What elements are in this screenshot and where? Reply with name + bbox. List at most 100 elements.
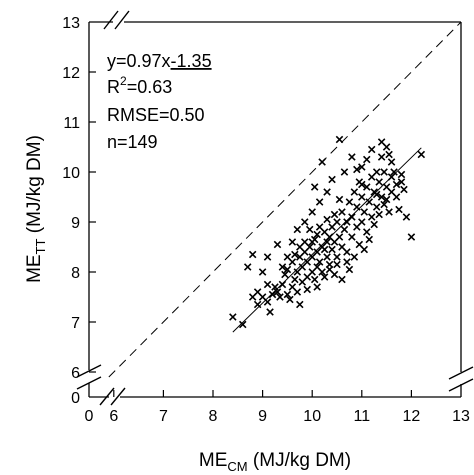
equation-intercept: -1.35 <box>171 51 212 71</box>
data-point <box>291 275 299 284</box>
axis-break-marks <box>76 10 474 406</box>
data-point <box>385 150 393 159</box>
equation-prefix: y=0.97x <box>107 51 171 71</box>
y-tick-label: 0 <box>71 390 80 407</box>
data-point <box>367 145 376 154</box>
data-points <box>229 135 426 329</box>
data-point <box>375 210 383 219</box>
data-point <box>360 208 369 216</box>
x-tick-label: 12 <box>403 408 421 425</box>
data-point <box>372 203 381 211</box>
x-tick-label: 9 <box>258 408 267 425</box>
x-tick-label: 13 <box>452 408 470 425</box>
data-point <box>273 288 282 296</box>
data-point <box>293 288 302 296</box>
data-point <box>338 275 346 284</box>
data-point <box>362 183 371 191</box>
data-point <box>353 203 361 211</box>
n-annotation: n=149 <box>107 132 158 152</box>
data-point <box>310 275 319 284</box>
data-point <box>263 253 272 261</box>
data-point <box>345 198 354 206</box>
break-mark-top-2 <box>114 10 130 30</box>
y-tick-label: 10 <box>62 165 80 182</box>
data-point <box>335 233 344 241</box>
data-point <box>387 188 396 196</box>
data-point <box>372 190 381 199</box>
data-point <box>310 183 319 191</box>
data-point <box>340 225 349 234</box>
break-mark-right-1 <box>448 366 474 380</box>
y-tick-label: 13 <box>62 15 80 32</box>
x-tick-label: 0 <box>85 408 94 425</box>
data-point <box>407 233 416 241</box>
x-tick-label: 8 <box>209 408 218 425</box>
data-point <box>333 260 341 269</box>
break-mark-left-1 <box>76 364 102 378</box>
data-point <box>417 150 426 159</box>
data-point <box>320 245 329 254</box>
x-axis-ticks: 0 6 7 8 9 10 11 12 13 <box>85 390 470 425</box>
data-point <box>372 168 381 176</box>
data-point <box>286 295 294 304</box>
data-point <box>390 168 398 176</box>
x-tick-label: 7 <box>159 408 168 425</box>
data-point <box>278 263 287 271</box>
data-point <box>310 235 319 244</box>
data-point <box>325 233 334 241</box>
r2-prefix: R <box>107 77 120 97</box>
data-point <box>338 208 346 216</box>
y-axis-title-sub: TT <box>33 238 48 254</box>
rmse-annotation: RMSE=0.50 <box>107 105 205 125</box>
x-tick-label: 10 <box>303 408 321 425</box>
data-point <box>315 223 324 231</box>
break-mark-bottom-1 <box>99 387 115 406</box>
data-point <box>375 178 383 186</box>
data-point <box>320 273 329 281</box>
data-point <box>318 268 326 276</box>
x-axis-title-sub: CM <box>227 459 247 474</box>
x-tick-label: 11 <box>353 408 370 425</box>
x-tick-label: 6 <box>109 408 118 425</box>
data-point <box>343 258 351 266</box>
data-point <box>291 250 299 259</box>
data-point <box>343 248 351 256</box>
data-point <box>300 218 309 226</box>
data-point <box>263 280 272 289</box>
data-point <box>365 235 374 244</box>
data-point <box>370 220 378 229</box>
one-to-one-reference-line <box>108 21 462 378</box>
data-point <box>229 313 237 321</box>
data-point <box>380 200 388 209</box>
data-point <box>402 213 411 221</box>
stats-annotation: y=0.97x-1.35 R2=0.63 RMSE=0.50 n=149 <box>107 51 212 152</box>
data-point <box>377 193 386 201</box>
y-axis-ticks: 0 6 7 8 9 10 11 12 13 <box>62 15 96 407</box>
data-point <box>281 270 289 279</box>
data-point <box>348 153 356 161</box>
data-point <box>365 198 374 206</box>
r2-value: =0.63 <box>127 77 173 97</box>
y-tick-label: 12 <box>62 65 80 82</box>
break-mark-left-2 <box>76 376 102 390</box>
data-point <box>353 165 361 174</box>
plot-frame <box>88 21 462 398</box>
data-point <box>392 180 401 189</box>
data-point <box>387 173 396 181</box>
data-point <box>395 205 403 214</box>
data-point <box>358 193 366 201</box>
data-point <box>283 265 292 274</box>
data-point <box>253 300 262 309</box>
data-point <box>345 265 354 274</box>
data-point <box>313 230 321 239</box>
data-point <box>318 158 326 166</box>
y-tick-label: 6 <box>71 365 80 382</box>
data-point <box>305 225 314 234</box>
y-tick-label: 11 <box>63 115 80 132</box>
data-point <box>293 225 302 234</box>
data-point <box>303 285 312 294</box>
data-point <box>328 245 336 254</box>
r2-superscript: 2 <box>120 74 127 88</box>
data-point <box>350 188 359 196</box>
